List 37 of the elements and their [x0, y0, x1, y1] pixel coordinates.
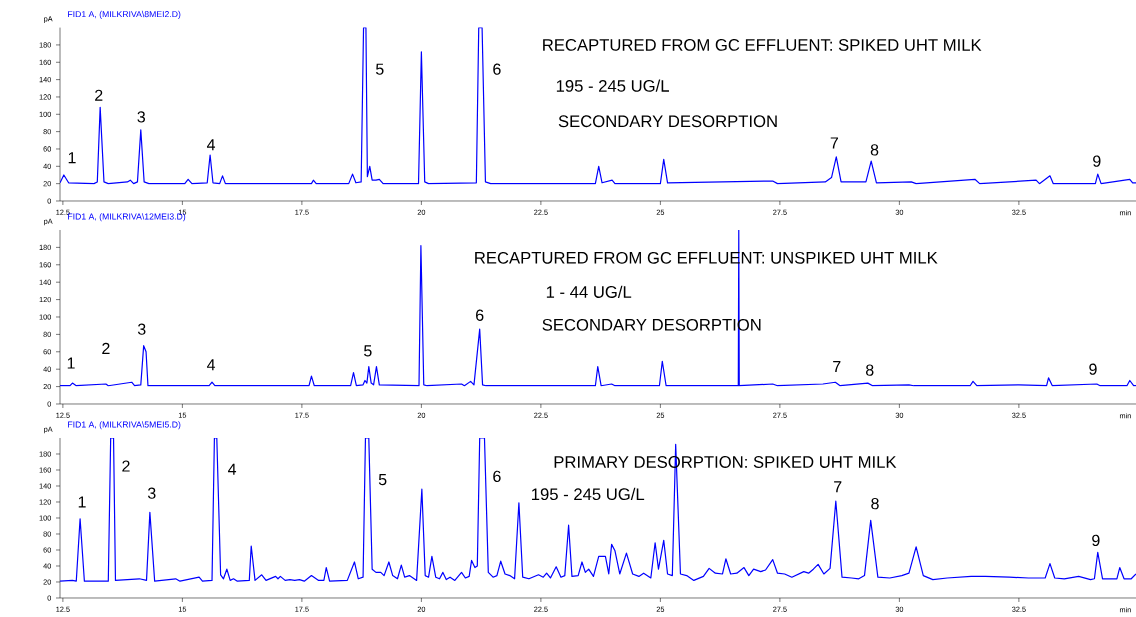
annotation: 4 [206, 359, 216, 371]
line-series [60, 229, 1136, 387]
annotation: SECONDARY DESORPTION [558, 115, 777, 128]
annotation: 7 [833, 361, 841, 373]
annotation: 3 [137, 323, 146, 335]
annotation: 3 [137, 111, 146, 123]
annotation: 6 [493, 63, 501, 75]
chart-title: FID1 A, (MILKRIVA\12MEI3.D) [68, 213, 186, 222]
chart-title: FID1 A, (MILKRIVA\8MEI2.D) [68, 10, 181, 19]
annotation: 2 [95, 89, 103, 101]
annotation: 9 [1093, 155, 1101, 167]
annotation: 5 [376, 63, 384, 75]
annotation: 6 [493, 470, 501, 483]
annotation: 4 [228, 463, 237, 475]
annotation: 5 [364, 345, 372, 357]
line-series [60, 27, 1136, 185]
annotation: 195 - 245 UG/L [532, 487, 645, 501]
annotation: 2 [122, 460, 130, 472]
annotation: 7 [834, 481, 842, 493]
annotation: RECAPTURED FROM GC EFFLUENT: SPIKED UHT MILK [543, 39, 982, 51]
annotation: 7 [830, 137, 839, 149]
annotation: 1 - 44 UG/L [546, 285, 632, 298]
annotation: 2 [102, 342, 110, 354]
annotation: 9 [1092, 534, 1100, 547]
annotation: 5 [378, 474, 387, 486]
annotation: 1 [78, 496, 86, 508]
annotation: 195 - 245 UG/L [556, 79, 669, 92]
annotation: 4 [206, 139, 216, 151]
annotation: 3 [147, 487, 156, 499]
chart-title: FID1 A, (MILKRIVA\5MEI5.D) [68, 421, 181, 430]
annotation: 6 [476, 309, 484, 321]
annotation: 8 [865, 364, 874, 376]
annotation: 9 [1089, 363, 1097, 375]
annotation: 1 [67, 357, 75, 369]
annotation: 8 [870, 144, 879, 156]
annotation: 8 [871, 497, 879, 510]
annotation: 1 [68, 152, 76, 164]
